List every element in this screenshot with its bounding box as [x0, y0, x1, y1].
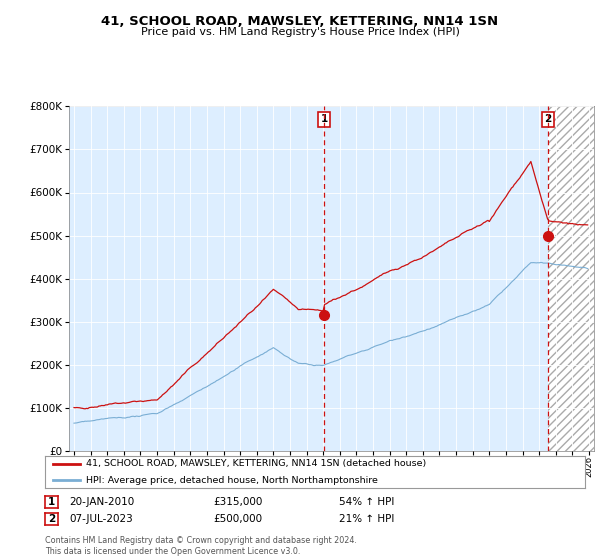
Text: £500,000: £500,000 — [213, 514, 262, 524]
Text: 1: 1 — [320, 114, 328, 124]
Text: 54% ↑ HPI: 54% ↑ HPI — [339, 497, 394, 507]
Text: 41, SCHOOL ROAD, MAWSLEY, KETTERING, NN14 1SN: 41, SCHOOL ROAD, MAWSLEY, KETTERING, NN1… — [101, 15, 499, 28]
Text: 2: 2 — [544, 114, 551, 124]
Text: HPI: Average price, detached house, North Northamptonshire: HPI: Average price, detached house, Nort… — [86, 476, 377, 485]
Text: Contains HM Land Registry data © Crown copyright and database right 2024.
This d: Contains HM Land Registry data © Crown c… — [45, 536, 357, 556]
Text: 41, SCHOOL ROAD, MAWSLEY, KETTERING, NN14 1SN (detached house): 41, SCHOOL ROAD, MAWSLEY, KETTERING, NN1… — [86, 459, 426, 468]
Text: £315,000: £315,000 — [213, 497, 262, 507]
Text: 1: 1 — [48, 497, 55, 507]
Bar — [548, 106, 594, 451]
Text: 21% ↑ HPI: 21% ↑ HPI — [339, 514, 394, 524]
Text: 20-JAN-2010: 20-JAN-2010 — [69, 497, 134, 507]
Text: 07-JUL-2023: 07-JUL-2023 — [69, 514, 133, 524]
Text: 2: 2 — [48, 514, 55, 524]
Text: Price paid vs. HM Land Registry's House Price Index (HPI): Price paid vs. HM Land Registry's House … — [140, 27, 460, 38]
